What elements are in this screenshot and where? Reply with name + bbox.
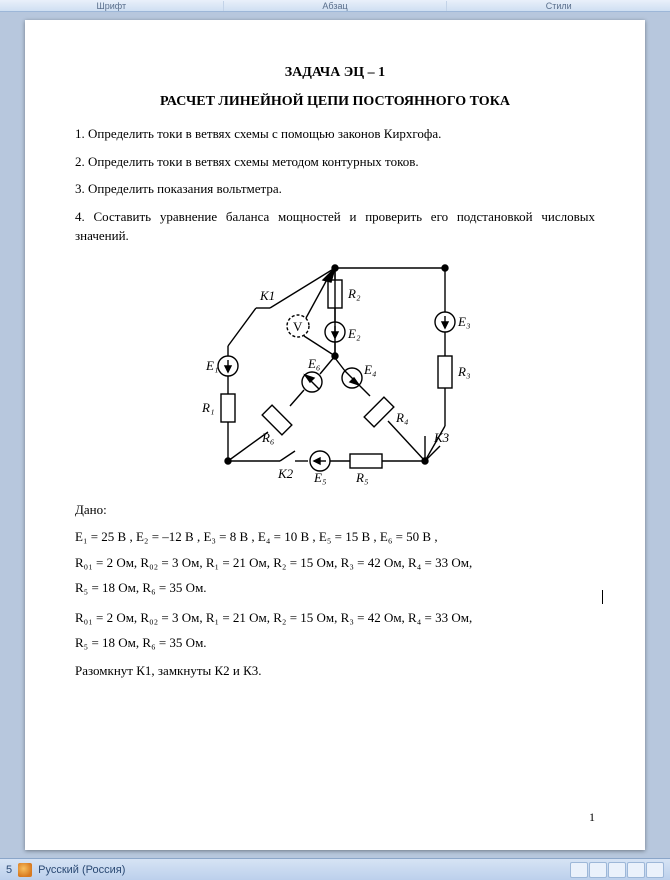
svg-text:E₃: E₃ xyxy=(457,314,470,329)
workspace: ЗАДАЧА ЭЦ – 1 РАСЧЕТ ЛИНЕЙНОЙ ЦЕПИ ПОСТО… xyxy=(0,12,670,858)
svg-text:V: V xyxy=(293,319,303,334)
page-number: 1 xyxy=(589,808,595,826)
svg-text:R₃: R₃ xyxy=(457,364,470,379)
view-print-layout-button[interactable] xyxy=(570,862,588,878)
switch-states: Разомкнут К1, замкнуты К2 и К3. xyxy=(75,661,595,681)
given-label: Дано: xyxy=(75,500,595,520)
circuit-diagram: К1 E₁ R₁ К2 E₅ xyxy=(200,256,470,486)
svg-text:E₂: E₂ xyxy=(347,326,361,341)
ribbon-bar: Шрифт Абзац Стили xyxy=(0,0,670,12)
view-outline-button[interactable] xyxy=(627,862,645,878)
task-item-4: 4. Составить уравнение баланса мощностей… xyxy=(75,207,595,246)
task-item-1: 1. Определить токи в ветвях схемы с помо… xyxy=(75,124,595,144)
status-bar: 5 Русский (Россия) xyxy=(0,858,670,880)
task-item-3: 3. Определить показания вольтметра. xyxy=(75,179,595,199)
ribbon-group-paragraph[interactable]: Абзац xyxy=(224,1,448,11)
svg-text:E₄: E₄ xyxy=(363,362,377,377)
svg-text:R₄: R₄ xyxy=(395,410,409,425)
svg-text:E₅: E₅ xyxy=(313,470,326,485)
view-buttons xyxy=(570,862,664,878)
language-label[interactable]: Русский (Россия) xyxy=(38,864,125,876)
given-r-line1-dup: R₀₁ = 2 Ом, R₀₂ = 3 Ом, R₁ = 21 Ом, R₂ =… xyxy=(75,608,595,628)
ribbon-group-font[interactable]: Шрифт xyxy=(0,1,224,11)
given-r-line2-dup: R₅ = 18 Ом, R₆ = 35 Ом. xyxy=(75,633,595,653)
svg-text:R₅: R₅ xyxy=(355,470,368,485)
text-cursor xyxy=(602,590,603,604)
view-web-button[interactable] xyxy=(608,862,626,878)
given-r-line1: R₀₁ = 2 Ом, R₀₂ = 3 Ом, R₁ = 21 Ом, R₂ =… xyxy=(75,553,595,573)
language-icon[interactable] xyxy=(18,863,32,877)
given-emf: E₁ = 25 В , E₂ = –12 В , E₃ = 8 В , E₄ =… xyxy=(75,527,595,547)
task-item-2: 2. Определить токи в ветвях схемы методо… xyxy=(75,152,595,172)
view-fullscreen-button[interactable] xyxy=(589,862,607,878)
view-draft-button[interactable] xyxy=(646,862,664,878)
given-r-line2: R₅ = 18 Ом, R₆ = 35 Ом. xyxy=(75,578,595,598)
svg-text:R₁: R₁ xyxy=(201,400,214,415)
svg-text:E₁: E₁ xyxy=(205,358,218,373)
problem-title: РАСЧЕТ ЛИНЕЙНОЙ ЦЕПИ ПОСТОЯННОГО ТОКА xyxy=(75,91,595,112)
problem-code: ЗАДАЧА ЭЦ – 1 xyxy=(75,62,595,83)
status-page-indicator[interactable]: 5 xyxy=(6,864,12,876)
svg-text:R₂: R₂ xyxy=(347,286,361,301)
svg-text:К1: К1 xyxy=(259,288,275,303)
svg-text:К2: К2 xyxy=(277,466,294,481)
document-page[interactable]: ЗАДАЧА ЭЦ – 1 РАСЧЕТ ЛИНЕЙНОЙ ЦЕПИ ПОСТО… xyxy=(25,20,645,850)
ribbon-group-styles[interactable]: Стили xyxy=(447,1,670,11)
svg-text:E₆: E₆ xyxy=(307,356,320,371)
